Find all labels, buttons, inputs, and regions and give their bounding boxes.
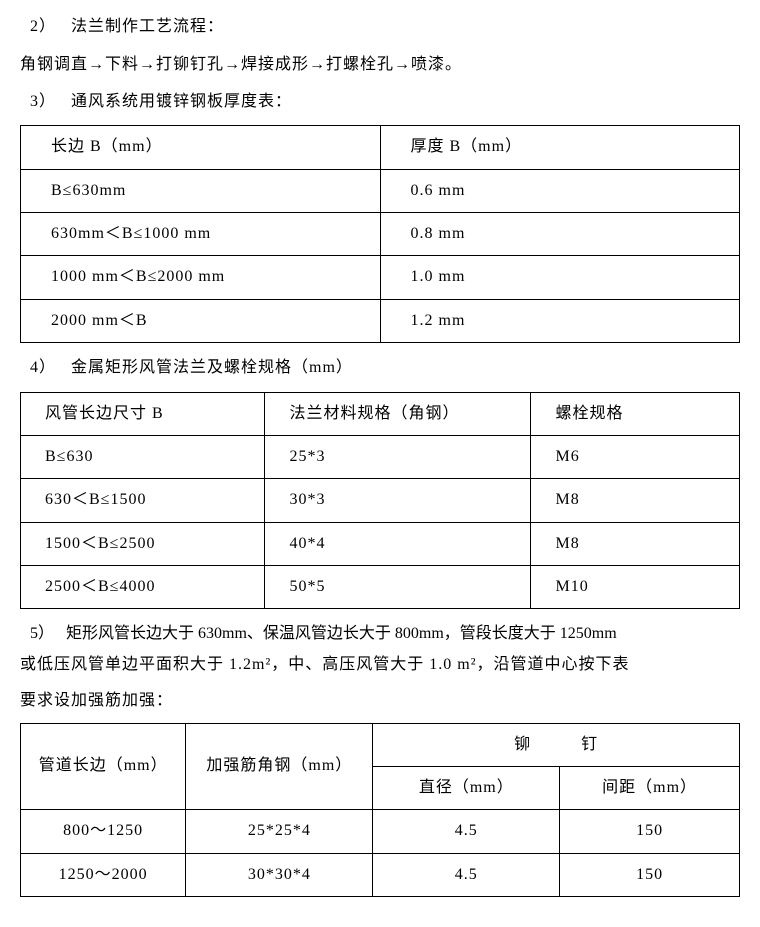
table-header-cell: 风管长边尺寸 B bbox=[21, 392, 265, 435]
section-2-title: 法兰制作工艺流程： bbox=[71, 18, 224, 35]
table-cell: M8 bbox=[531, 522, 740, 565]
reinforcement-table: 管道长边（mm） 加强筋角钢（mm） 铆 钉 直径（mm） 间距（mm） 800… bbox=[20, 723, 740, 898]
table-cell: 1.2 mm bbox=[380, 299, 740, 342]
table-header-cell: 长边 B（mm） bbox=[21, 126, 381, 169]
section-5-line3: 要求设加强筋加强： bbox=[20, 686, 740, 716]
table-cell: 1.0 mm bbox=[380, 256, 740, 299]
table-row: 风管长边尺寸 B 法兰材料规格（角钢） 螺栓规格 bbox=[21, 392, 740, 435]
flange-spec-table: 风管长边尺寸 B 法兰材料规格（角钢） 螺栓规格 B≤630 25*3 M6 6… bbox=[20, 392, 740, 610]
table-header-cell: 直径（mm） bbox=[373, 767, 560, 810]
table-cell: M8 bbox=[531, 479, 740, 522]
table-cell: 1250～2000 bbox=[21, 853, 186, 896]
table-row: B≤630 25*3 M6 bbox=[21, 435, 740, 478]
table-cell: 630mm＜B≤1000 mm bbox=[21, 212, 381, 255]
table-row: B≤630mm 0.6 mm bbox=[21, 169, 740, 212]
rivet-label-right: 钉 bbox=[581, 736, 598, 753]
section-4-heading: 4） 金属矩形风管法兰及螺栓规格（mm） bbox=[20, 353, 740, 383]
rivet-label-left: 铆 bbox=[514, 736, 531, 753]
thickness-table: 长边 B（mm） 厚度 B（mm） B≤630mm 0.6 mm 630mm＜B… bbox=[20, 125, 740, 343]
table-cell: 0.8 mm bbox=[380, 212, 740, 255]
section-4-number: 4） bbox=[30, 359, 56, 376]
table-header-cell: 管道长边（mm） bbox=[21, 723, 186, 810]
section-5-heading: 5） 矩形风管长边大于 630mm、保温风管边长大于 800mm，管段长度大于 … bbox=[20, 619, 740, 649]
table-cell: 1000 mm＜B≤2000 mm bbox=[21, 256, 381, 299]
section-3-number: 3） bbox=[30, 93, 56, 110]
table-row: 长边 B（mm） 厚度 B（mm） bbox=[21, 126, 740, 169]
table-cell: 25*3 bbox=[265, 435, 531, 478]
table-cell: 630＜B≤1500 bbox=[21, 479, 265, 522]
table-row: 1000 mm＜B≤2000 mm 1.0 mm bbox=[21, 256, 740, 299]
table-row: 1250～2000 30*30*4 4.5 150 bbox=[21, 853, 740, 896]
table-cell: B≤630 bbox=[21, 435, 265, 478]
section-5-line1: 矩形风管长边大于 630mm、保温风管边长大于 800mm，管段长度大于 125… bbox=[66, 625, 617, 642]
section-2-body: 角钢调直→下料→打铆钉孔→焊接成形→打螺栓孔→喷漆。 bbox=[20, 50, 740, 80]
table-header-cell: 加强筋角钢（mm） bbox=[186, 723, 373, 810]
table-cell: 30*3 bbox=[265, 479, 531, 522]
table-cell: 30*30*4 bbox=[186, 853, 373, 896]
table-row: 630＜B≤1500 30*3 M8 bbox=[21, 479, 740, 522]
section-2-heading: 2） 法兰制作工艺流程： bbox=[20, 12, 740, 42]
table-cell: 40*4 bbox=[265, 522, 531, 565]
table-cell: 4.5 bbox=[373, 853, 560, 896]
table-cell: M6 bbox=[531, 435, 740, 478]
table-cell: B≤630mm bbox=[21, 169, 381, 212]
table-header-cell: 厚度 B（mm） bbox=[380, 126, 740, 169]
table-header-cell: 铆 钉 bbox=[373, 723, 740, 766]
section-3-title: 通风系统用镀锌钢板厚度表： bbox=[71, 93, 292, 110]
table-row: 2500＜B≤4000 50*5 M10 bbox=[21, 566, 740, 609]
table-row: 1500＜B≤2500 40*4 M8 bbox=[21, 522, 740, 565]
table-row: 630mm＜B≤1000 mm 0.8 mm bbox=[21, 212, 740, 255]
table-header-cell: 法兰材料规格（角钢） bbox=[265, 392, 531, 435]
table-cell: 0.6 mm bbox=[380, 169, 740, 212]
section-4-title: 金属矩形风管法兰及螺栓规格（mm） bbox=[71, 359, 353, 376]
table-header-cell: 间距（mm） bbox=[560, 767, 740, 810]
table-cell: 1500＜B≤2500 bbox=[21, 522, 265, 565]
table-cell: 2000 mm＜B bbox=[21, 299, 381, 342]
section-5-line2: 或低压风管单边平面积大于 1.2m²，中、高压风管大于 1.0 m²，沿管道中心… bbox=[20, 650, 740, 680]
section-3-heading: 3） 通风系统用镀锌钢板厚度表： bbox=[20, 87, 740, 117]
table-cell: 150 bbox=[560, 853, 740, 896]
section-2-number: 2） bbox=[30, 18, 56, 35]
table-header-cell: 螺栓规格 bbox=[531, 392, 740, 435]
section-5-number: 5） bbox=[30, 625, 54, 642]
table-row: 管道长边（mm） 加强筋角钢（mm） 铆 钉 bbox=[21, 723, 740, 766]
table-cell: M10 bbox=[531, 566, 740, 609]
table-row: 2000 mm＜B 1.2 mm bbox=[21, 299, 740, 342]
table-cell: 50*5 bbox=[265, 566, 531, 609]
table-cell: 2500＜B≤4000 bbox=[21, 566, 265, 609]
